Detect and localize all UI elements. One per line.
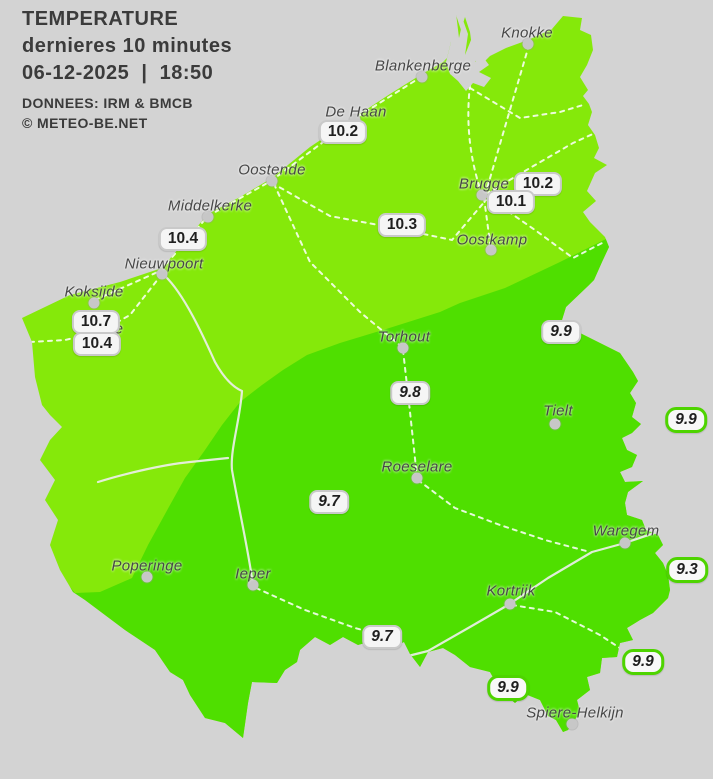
- temperature-badge: 9.9: [541, 320, 581, 344]
- city-dot: [88, 297, 100, 309]
- city-label: Koksijde: [64, 283, 124, 301]
- city-label: Blankenberge: [374, 57, 472, 75]
- city-dot: [411, 472, 423, 484]
- city-label: Oostende: [238, 161, 306, 179]
- city-label: Kortrijk: [486, 582, 536, 600]
- city-dot: [266, 175, 278, 187]
- temperature-badge: 9.3: [666, 557, 708, 583]
- temperature-badge: 9.8: [390, 381, 430, 405]
- rivers-canals: [96, 274, 670, 667]
- copyright-line: © METEO-BE.NET: [22, 115, 148, 131]
- city-label: Nieuwpoort: [124, 255, 204, 273]
- city-dot: [141, 571, 153, 583]
- temperature-badge: 10.7: [71, 310, 121, 334]
- city-label: De Haan: [325, 103, 387, 121]
- roads: [29, 44, 639, 661]
- temperature-badge: 9.9: [665, 407, 707, 433]
- map-header: TEMPERATURE dernieres 10 minutes 06-12-2…: [22, 6, 232, 133]
- page-subtitle: dernieres 10 minutes: [22, 35, 233, 57]
- city-label: Waregem: [592, 522, 660, 540]
- city-dot: [522, 38, 534, 50]
- city-dot: [549, 418, 561, 430]
- city-label: Knokke: [501, 24, 553, 42]
- city-label: Oostkamp: [456, 231, 528, 249]
- city-label: Spiere-Helkijn: [526, 704, 624, 722]
- temperature-badge: 10.3: [377, 213, 427, 237]
- city-dot: [485, 244, 497, 256]
- city-label: Torhout: [377, 328, 431, 346]
- temperature-badge: 9.7: [309, 490, 349, 514]
- city-label: Brugge: [458, 175, 510, 193]
- city-dot: [247, 579, 259, 591]
- temperature-badge: 10.2: [318, 120, 368, 144]
- city-dot: [476, 189, 488, 201]
- temperature-badge: 9.7: [362, 625, 402, 649]
- temperature-badge: 10.4: [72, 332, 122, 356]
- zeebrugge-port: [446, 13, 491, 91]
- city-label: Poperinge: [111, 557, 183, 575]
- city-dot: [416, 71, 428, 83]
- temperature-badge: 10.4: [158, 227, 208, 251]
- city-label: Middelkerke: [167, 197, 253, 215]
- city-label: Tielt: [543, 402, 573, 420]
- city-label: Roeselare: [381, 458, 453, 476]
- city-dot: [202, 211, 214, 223]
- temperature-badge: 10.1: [486, 190, 536, 214]
- temperature-badge: 9.9: [487, 675, 529, 701]
- city-dot: [619, 537, 631, 549]
- date-time: 06-12-2025 | 18:50: [22, 62, 214, 84]
- data-source: DONNEES: IRM & BMCB: [22, 95, 193, 111]
- city-dot: [397, 342, 409, 354]
- temperature-badge: 9.9: [622, 649, 664, 675]
- city-dot: [504, 598, 516, 610]
- city-label: Ieper: [235, 565, 271, 583]
- city-dot: [156, 268, 168, 280]
- zone-dark-green: [30, 210, 670, 738]
- page-title: TEMPERATURE: [22, 8, 179, 30]
- city-dot: [566, 718, 578, 730]
